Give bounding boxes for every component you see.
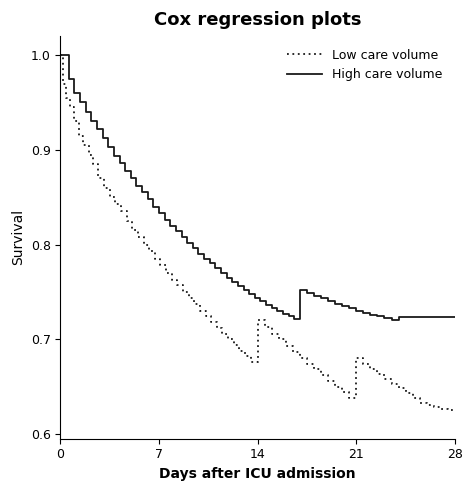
- High care volume: [452, 314, 458, 320]
- Low care volume: [445, 407, 451, 413]
- Line: High care volume: High care volume: [60, 55, 455, 320]
- Low care volume: [112, 194, 118, 200]
- Y-axis label: Survival: Survival: [11, 210, 25, 266]
- Low care volume: [67, 95, 73, 101]
- Low care volume: [354, 395, 359, 401]
- Line: Low care volume: Low care volume: [60, 55, 455, 410]
- High care volume: [57, 52, 63, 58]
- Low care volume: [283, 336, 289, 342]
- High care volume: [354, 305, 359, 311]
- Low care volume: [57, 52, 63, 58]
- High care volume: [263, 302, 269, 308]
- High care volume: [122, 160, 128, 166]
- Title: Cox regression plots: Cox regression plots: [154, 11, 361, 29]
- Low care volume: [255, 317, 261, 323]
- High care volume: [286, 310, 292, 316]
- High care volume: [72, 76, 77, 82]
- Low care volume: [452, 407, 458, 413]
- High care volume: [332, 301, 338, 307]
- Low care volume: [332, 384, 338, 390]
- Legend: Low care volume, High care volume: Low care volume, High care volume: [281, 42, 449, 87]
- High care volume: [389, 317, 394, 323]
- X-axis label: Days after ICU admission: Days after ICU admission: [159, 467, 356, 481]
